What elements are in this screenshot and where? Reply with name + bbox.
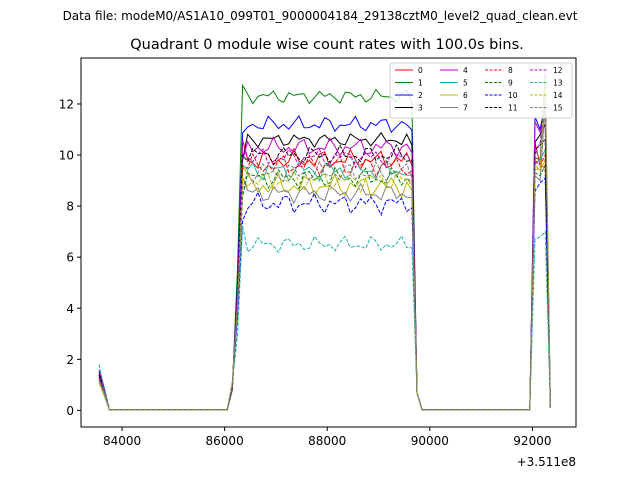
series-line-14: [98, 78, 551, 411]
x-tick-label-3: 90000: [411, 434, 449, 448]
legend-label-13: 13: [553, 79, 563, 88]
series-line-13: [98, 225, 551, 411]
series-line-11: [98, 138, 551, 411]
chart-suptitle: Data file: modeM0/AS1A10_099T01_90000041…: [63, 9, 578, 23]
series-line-8: [98, 152, 551, 411]
x-tick-label-2: 88000: [308, 434, 346, 448]
series-line-15: [98, 98, 551, 411]
legend-label-12: 12: [553, 66, 563, 75]
legend-label-7: 7: [463, 104, 468, 113]
x-offset-label: +3.511e8: [517, 455, 576, 469]
legend-label-11: 11: [508, 104, 518, 113]
y-tick-label-1: 2: [66, 353, 74, 367]
legend-label-14: 14: [553, 91, 563, 100]
series-line-4: [98, 111, 551, 411]
chart-title: Quadrant 0 module wise count rates with …: [130, 37, 524, 53]
legend-box: [389, 62, 573, 119]
series-line-9: [98, 165, 551, 411]
series-line-3: [98, 124, 551, 411]
legend-label-6: 6: [463, 91, 468, 100]
axis-layer: 84000 86000 88000 90000 92000 0 2 4 6 8 10 12: [59, 97, 552, 448]
legend-label-2: 2: [418, 91, 423, 100]
x-tick-label-1: 86000: [206, 434, 244, 448]
series-line-0: [98, 139, 551, 411]
x-tick-label-4: 92000: [513, 434, 551, 448]
y-tick-label-3: 6: [66, 251, 74, 265]
y-tick-label-2: 4: [66, 302, 74, 316]
plot-frame: [80, 57, 577, 428]
legend-label-0: 0: [418, 66, 423, 75]
series-line-5: [98, 149, 551, 411]
series-line-10: [98, 176, 551, 411]
legend-label-5: 5: [463, 79, 468, 88]
legend-label-15: 15: [553, 104, 563, 113]
y-tick-label-6: 12: [59, 97, 74, 111]
legend-label-1: 1: [418, 79, 423, 88]
y-tick-label-0: 0: [66, 404, 74, 418]
series-layer: [98, 73, 551, 411]
legend-label-4: 4: [463, 66, 468, 75]
series-line-6: [98, 159, 551, 411]
legend-label-10: 10: [508, 91, 518, 100]
x-tick-label-0: 84000: [103, 434, 141, 448]
y-tick-label-4: 8: [66, 200, 74, 214]
legend-label-8: 8: [508, 66, 513, 75]
y-tick-label-5: 10: [59, 149, 74, 163]
legend-label-3: 3: [418, 104, 423, 113]
series-line-1: [98, 73, 551, 411]
legend-label-9: 9: [508, 79, 513, 88]
